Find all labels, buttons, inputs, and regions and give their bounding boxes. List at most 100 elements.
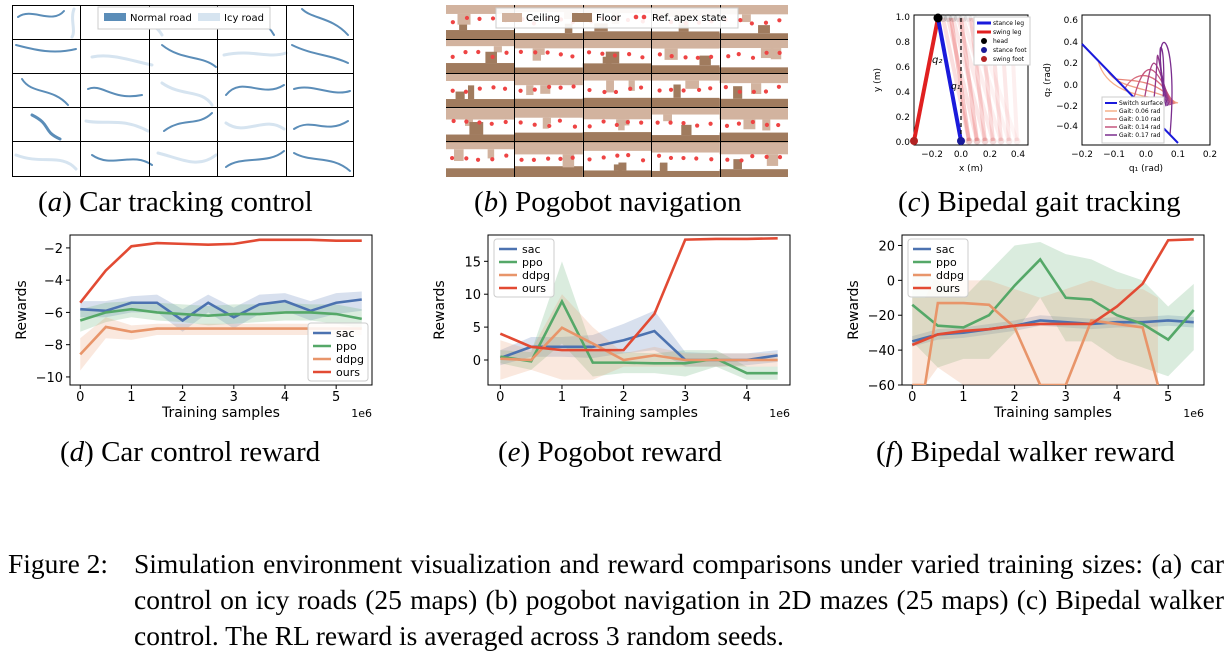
apex-marker — [519, 157, 524, 162]
floor-block — [651, 31, 720, 40]
apex-marker — [475, 157, 481, 162]
swing-foot-trail — [1005, 137, 1013, 145]
apex-marker — [750, 119, 755, 125]
x-tick-label: 0 — [496, 390, 504, 405]
apex-marker — [655, 120, 660, 125]
ppo-band — [80, 301, 362, 332]
apex-marker — [600, 51, 605, 56]
apex-marker — [612, 53, 617, 58]
floor-block — [446, 30, 515, 40]
legend-sac: sac — [336, 327, 355, 340]
figure-caption: Figure 2: Simulation environment visuali… — [8, 546, 1224, 654]
x-scale-label: 1e6 — [769, 407, 790, 420]
ceiling-block — [770, 48, 782, 60]
apex-marker — [532, 122, 537, 127]
apex-marker — [628, 86, 633, 91]
right-xlabel: q₁ (rad) — [1129, 164, 1163, 174]
floor-block — [651, 170, 720, 177]
apex-marker — [489, 121, 494, 126]
apex-marker — [777, 155, 783, 160]
apex-marker — [777, 18, 782, 23]
swing-leg-trail — [961, 17, 1003, 142]
caption-a: (a) Car tracking control — [38, 186, 313, 218]
floor-block — [673, 84, 681, 98]
floor-block — [659, 163, 667, 171]
swing-foot-trail — [1013, 137, 1021, 145]
ceiling-block — [540, 85, 551, 94]
apex-marker — [532, 87, 537, 92]
left-ytick: 0.2 — [896, 113, 910, 123]
legend-icy-road-swatch — [198, 13, 220, 21]
y-tick-label: −2 — [44, 242, 63, 257]
apex-marker — [464, 156, 469, 161]
apex-marker — [601, 155, 606, 160]
apex-marker — [694, 156, 699, 161]
floor-block — [758, 25, 770, 34]
left-xtick: 0.0 — [954, 150, 969, 160]
apex-marker — [681, 88, 686, 93]
apex-marker — [615, 153, 620, 158]
apex-marker — [709, 54, 714, 59]
floor-block — [719, 169, 788, 177]
apex-marker — [533, 50, 538, 55]
apex-marker — [557, 118, 563, 123]
ceiling-block — [685, 80, 700, 89]
apex-marker — [736, 51, 741, 57]
legend-ddpg: ddpg — [936, 269, 964, 282]
ceiling-block — [606, 80, 614, 93]
legend-gait-017: Gait: 0.17 rad — [1119, 132, 1161, 139]
apex-marker — [777, 50, 782, 55]
ceiling-block — [562, 154, 575, 168]
y-tick-label: 0 — [887, 274, 895, 289]
legend-ref-apex-state: Ref. apex state — [652, 13, 727, 24]
floor-block — [467, 85, 475, 100]
apex-marker — [656, 153, 662, 158]
apex-marker — [476, 49, 481, 55]
ours-line — [79, 238, 362, 304]
y-axis-label: Rewards — [432, 280, 448, 339]
apex-marker — [490, 54, 495, 59]
apex-marker — [531, 157, 537, 162]
right-xtick: −0.1 — [1103, 150, 1125, 160]
head-marker — [933, 13, 943, 23]
apex-marker — [504, 153, 509, 158]
x-tick-label: 3 — [1062, 390, 1070, 405]
apex-marker — [750, 154, 755, 159]
floor-block — [605, 51, 620, 64]
panel-b-legend: Ceiling Floor Ref. apex state — [495, 7, 739, 29]
figure-caption-text: Simulation environment visualization and… — [134, 548, 1224, 651]
apex-marker — [545, 50, 550, 55]
apex-marker — [764, 122, 770, 127]
floor-block — [514, 33, 583, 40]
apex-marker — [490, 16, 496, 21]
floor-block — [582, 97, 652, 109]
ceiling-block — [582, 142, 652, 151]
legend-ceiling-swatch — [502, 13, 522, 22]
apex-marker — [570, 54, 575, 59]
x-tick-label: 0 — [76, 390, 84, 405]
floor-block — [602, 56, 612, 64]
right-xtick: −0.2 — [1071, 150, 1093, 160]
y-tick-label: −8 — [44, 339, 63, 354]
sac-line — [80, 298, 362, 323]
ceiling-block — [651, 108, 720, 115]
apex-marker — [668, 155, 674, 161]
x-tick-label: 2 — [619, 390, 627, 405]
floor-block — [733, 159, 742, 170]
apex-marker — [547, 123, 552, 129]
swing-foot-trail — [989, 137, 997, 145]
apex-marker — [737, 89, 742, 94]
apex-marker — [739, 158, 744, 163]
left-ytick: 1.0 — [896, 13, 911, 23]
ceiling-block — [465, 119, 473, 126]
apex-marker — [669, 53, 674, 59]
ceiling-block — [446, 39, 515, 47]
floor-block — [699, 55, 711, 66]
apex-marker — [464, 15, 470, 21]
apex-marker — [518, 49, 523, 54]
apex-marker — [477, 120, 482, 125]
floor-block — [514, 67, 583, 74]
stance-leg — [936, 17, 963, 142]
